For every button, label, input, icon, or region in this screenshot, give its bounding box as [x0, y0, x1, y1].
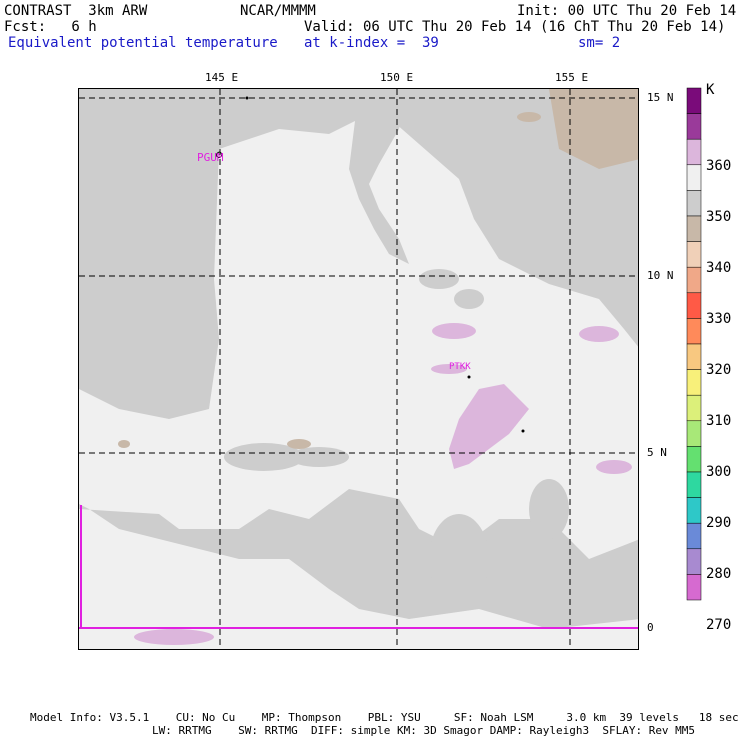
map-panel: PGUM PTKK: [78, 88, 639, 650]
colorbar-swatch: [686, 164, 702, 191]
lat-label-10n: 10 N: [647, 269, 674, 282]
grey-island-d: [529, 479, 569, 539]
island-marker-north: [245, 96, 249, 100]
lon-label-150: 150 E: [380, 71, 414, 84]
tan-region-ne: [549, 89, 638, 169]
high-theta-e-small-1: [431, 364, 467, 374]
colorbar-swatch: [686, 471, 702, 498]
init-time: Init: 00 UTC Thu 20 Feb 14: [517, 3, 737, 19]
valid-time: Valid: 06 UTC Thu 20 Feb 14 (16 ChT Thu …: [304, 19, 726, 35]
colorbar-swatch: [686, 292, 702, 319]
station-ptkk: PTKK: [449, 362, 471, 372]
level-label: at k-index = 39: [304, 35, 439, 51]
colorbar-swatch: [686, 190, 702, 217]
theta-e-field: [79, 89, 638, 649]
island-marker: [521, 429, 525, 433]
high-theta-e-south: [134, 629, 214, 645]
guam-outline: [215, 151, 223, 158]
grey-island-c: [429, 514, 489, 604]
lon-label-145: 145 E: [205, 71, 239, 84]
grey-island-f: [454, 289, 484, 309]
colorbar-tick-label: 300: [706, 464, 732, 480]
lat-label-0: 0: [647, 621, 654, 634]
colorbar-swatch: [686, 113, 702, 140]
colorbar-tick-label: 330: [706, 311, 732, 327]
grey-band-north: [349, 89, 409, 264]
lat-label-15n: 15 N: [647, 91, 674, 104]
colorbar-swatch: [686, 343, 702, 370]
tan-spot-1: [287, 439, 311, 449]
colorbar-swatch: [686, 574, 702, 601]
model-info-line2: LW: RRTMG SW: RRTMG DIFF: simple KM: 3D …: [152, 724, 696, 737]
tan-spot-2: [118, 440, 130, 448]
high-theta-e-patch: [449, 384, 529, 469]
station-pgum: PGUM: [197, 151, 224, 164]
colorbar-unit: K: [706, 82, 715, 98]
colorbar-tick-label: 340: [706, 260, 732, 276]
model-title: CONTRAST 3km ARW: [4, 3, 148, 19]
colorbar-tick-label: 290: [706, 515, 732, 531]
grey-island-e: [419, 269, 459, 289]
colorbar-swatch: [686, 87, 702, 114]
grey-island-b: [289, 447, 349, 467]
model-info-line1: Model Info: V3.5.1 CU: No Cu MP: Thompso…: [30, 711, 739, 724]
colorbar-swatch: [686, 369, 702, 396]
colorbar-tick-label: 280: [706, 566, 732, 582]
colorbar-swatch: [686, 394, 702, 422]
high-theta-e-small-4: [596, 460, 632, 474]
colorbar-swatch: [686, 138, 702, 166]
colorbar-swatch: [686, 318, 702, 345]
smoothing-label: sm= 2: [578, 35, 621, 51]
org-label: NCAR/MMMM: [240, 3, 316, 19]
lat-label-5n: 5 N: [647, 446, 667, 459]
lat-lon-grid: [79, 89, 638, 649]
ptkk-marker: [467, 375, 471, 379]
colorbar-tick-label: 360: [706, 158, 732, 174]
warm-light-region: [79, 109, 638, 649]
colorbar-swatch: [686, 548, 702, 575]
colorbar-tick-label: 270: [706, 617, 732, 633]
lon-label-155: 155 E: [555, 71, 589, 84]
colorbar-swatch: [686, 215, 702, 242]
tan-patch: [517, 112, 541, 122]
forecast-hour: Fcst: 6 h: [4, 19, 97, 35]
colorbar-swatch: [686, 497, 702, 524]
colorbar-tick-label: 310: [706, 413, 732, 429]
colorbar-swatch: [686, 420, 702, 447]
colorbar-tick-label: 320: [706, 362, 732, 378]
high-theta-e-small-3: [579, 326, 619, 342]
colorbar-tick-label: 350: [706, 209, 732, 225]
colorbar-swatch: [686, 522, 702, 550]
high-theta-e-small-2: [432, 323, 476, 339]
colorbar-swatch: [686, 241, 702, 268]
colorbar-swatch: [686, 446, 702, 473]
colorbar-swatch: [686, 266, 702, 294]
grey-island-a: [224, 443, 304, 471]
field-name: Equivalent potential temperature: [8, 35, 278, 51]
